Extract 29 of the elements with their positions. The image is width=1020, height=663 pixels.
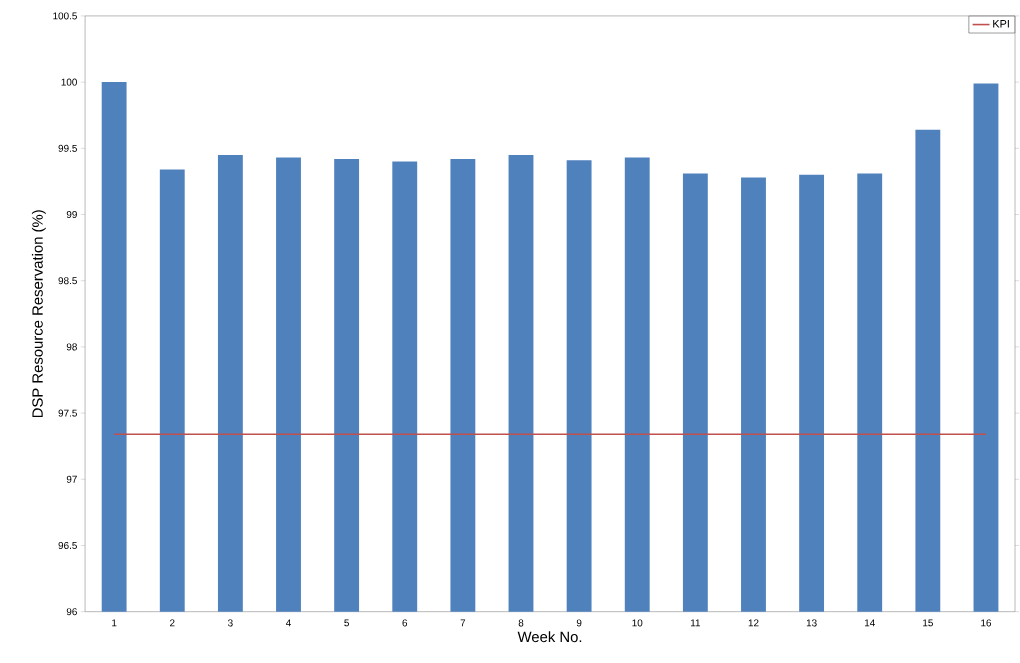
x-tick-label: 4 bbox=[285, 619, 291, 627]
x-tick-label: 16 bbox=[981, 619, 992, 627]
legend-label: KPI bbox=[993, 19, 1009, 28]
y-tick-label: 97.5 bbox=[58, 409, 77, 417]
y-tick-label: 100 bbox=[61, 78, 77, 86]
x-tick-label: 13 bbox=[806, 619, 817, 627]
y-tick-label: 96.5 bbox=[58, 541, 77, 549]
x-tick-label: 6 bbox=[402, 619, 408, 627]
x-tick-label: 2 bbox=[170, 619, 175, 627]
x-tick-label: 1 bbox=[112, 619, 117, 627]
x-tick-label: 8 bbox=[518, 619, 524, 627]
y-tick-label: 98.5 bbox=[58, 277, 77, 285]
y-tick-label: 98 bbox=[66, 343, 77, 351]
y-tick-label: 100.5 bbox=[53, 12, 77, 20]
y-tick-label: 99.5 bbox=[58, 144, 77, 152]
x-tick-label: 3 bbox=[228, 619, 233, 627]
x-tick-label: 7 bbox=[460, 619, 466, 627]
x-axis-title: Week No. bbox=[517, 631, 582, 642]
x-tick-label: 12 bbox=[748, 619, 759, 627]
y-tick-label: 96 bbox=[66, 607, 77, 615]
x-tick-label: 15 bbox=[923, 619, 933, 627]
y-tick-label: 99 bbox=[66, 210, 77, 218]
x-tick-label: 9 bbox=[576, 619, 582, 627]
y-axis-title: DSP Resource Reservation (%) bbox=[31, 210, 46, 417]
y-tick-label: 97 bbox=[66, 475, 77, 483]
x-tick-label: 11 bbox=[690, 619, 701, 627]
x-tick-label: 14 bbox=[864, 619, 875, 627]
x-tick-label: 5 bbox=[344, 619, 349, 627]
x-tick-label: 10 bbox=[632, 619, 643, 627]
